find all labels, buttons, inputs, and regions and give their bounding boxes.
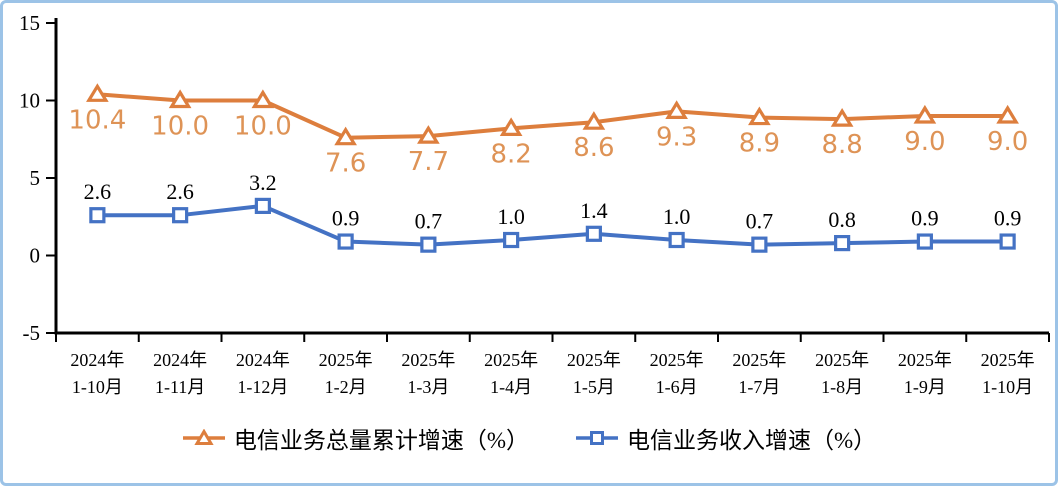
square-marker [668, 231, 685, 249]
data-label: 7.7 [408, 147, 449, 177]
x-category-label: 2025年 1-10月 [981, 350, 1035, 397]
triangle-marker [913, 104, 937, 124]
triangle-marker [334, 126, 357, 146]
data-label: 8.6 [573, 133, 614, 163]
x-category-label: 2025年 1-9月 [898, 350, 952, 397]
data-label: 10.4 [68, 105, 126, 135]
y-tick-label: 10 [19, 89, 40, 113]
legend-label-revenue-growth: 电信业务收入增速（%） [627, 428, 877, 453]
triangle-marker [665, 100, 688, 119]
data-label: 9.0 [904, 127, 945, 157]
data-label: 9.3 [656, 122, 697, 152]
data-label: 0.9 [332, 206, 360, 231]
legend-square-marker-icon [576, 431, 618, 445]
triangle-marker [251, 89, 275, 109]
line-chart: 15 10 5 0 -5 2024年 1-10月 2024年 1-11月 2024年 1-12月 20… [19, 11, 1050, 397]
triangle-marker [86, 83, 109, 102]
x-category-label: 2025年 1-3月 [401, 350, 455, 397]
triangle-marker [996, 104, 1019, 124]
data-label: 2.6 [84, 179, 112, 204]
triangle-marker [168, 89, 192, 109]
triangle-marker [417, 125, 440, 144]
square-marker [420, 236, 437, 253]
square-marker [834, 235, 851, 252]
x-category-label: 2025年 1-2月 [319, 350, 373, 397]
triangle-marker [499, 117, 523, 136]
data-label: 0.7 [746, 209, 774, 234]
series-line-0 [97, 92, 1008, 140]
data-label: 0.9 [994, 206, 1022, 231]
square-marker [337, 233, 354, 250]
x-category-label: 2025年 1-4月 [484, 350, 538, 397]
data-label: 0.8 [828, 207, 856, 232]
square-marker [916, 233, 933, 250]
data-label: 0.9 [911, 206, 939, 231]
legend-label-total-volume-growth: 电信业务总量累计增速（%） [233, 428, 529, 453]
legend-item-total-volume-growth: 电信业务总量累计增速（%） [182, 421, 529, 455]
square-marker [751, 236, 768, 253]
legend: 电信业务总量累计增速（%） 电信业务收入增速（%） [3, 421, 1055, 455]
data-label: 8.9 [739, 129, 780, 159]
data-label: 2.6 [166, 179, 194, 204]
series-line-1 [97, 203, 1008, 247]
square-marker [254, 197, 271, 214]
x-category-label: 2024年 1-10月 [70, 350, 124, 397]
y-tick-label: 0 [30, 244, 41, 268]
square-marker [999, 233, 1016, 250]
data-label: 9.0 [987, 127, 1028, 157]
triangle-marker [582, 111, 606, 130]
x-category-label: 2024年 1-12月 [236, 350, 290, 397]
data-label: 7.6 [325, 149, 366, 179]
data-label: 1.0 [497, 204, 525, 229]
data-label: 8.8 [821, 130, 862, 160]
y-tick-label: 15 [19, 11, 40, 35]
data-label: 1.4 [580, 198, 608, 223]
square-marker [89, 207, 106, 224]
square-marker [503, 231, 520, 249]
data-label: 0.7 [415, 209, 443, 234]
data-label: 10.0 [151, 112, 209, 142]
legend-triangle [194, 429, 214, 445]
x-category-label: 2025年 1-7月 [732, 350, 786, 397]
x-category-label: 2024年 1-11月 [153, 350, 207, 397]
square-marker [172, 207, 189, 224]
x-category-label: 2025年 1-5月 [567, 350, 621, 397]
y-tick-label: 5 [30, 166, 41, 190]
data-label: 1.0 [663, 204, 691, 229]
triangle-marker [748, 106, 771, 126]
square-marker [585, 225, 602, 242]
triangle-marker [830, 108, 854, 127]
legend-item-revenue-growth: 电信业务收入增速（%） [575, 421, 876, 455]
data-label: 8.2 [490, 139, 531, 169]
x-category-label: 2025年 1-6月 [650, 350, 704, 397]
legend-square [590, 431, 604, 445]
data-label: 10.0 [234, 112, 292, 142]
x-category-label: 2025年 1-8月 [815, 350, 869, 397]
legend-triangle-marker-icon [182, 429, 225, 445]
y-tick-label: -5 [23, 321, 41, 345]
data-label: 3.2 [249, 170, 277, 195]
